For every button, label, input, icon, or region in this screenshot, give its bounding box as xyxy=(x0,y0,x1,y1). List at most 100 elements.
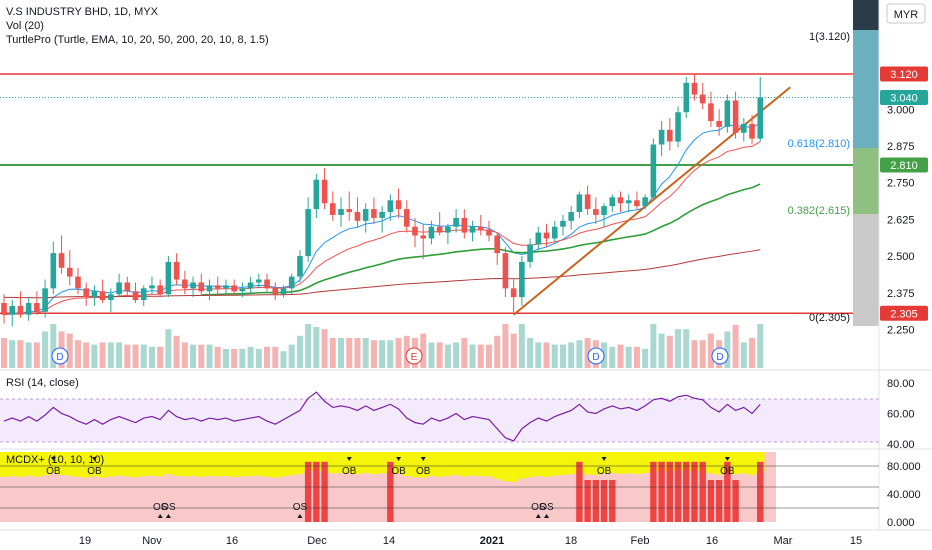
candle-body xyxy=(132,291,139,301)
volume-bar xyxy=(321,329,328,368)
mcdx-yellow-bar xyxy=(542,452,551,477)
mcdx-red-bar xyxy=(584,480,591,522)
time-tick-label: 15 xyxy=(850,535,862,547)
mcdx-yellow-bar xyxy=(534,452,543,477)
mcdx-yellow-bar xyxy=(188,452,198,477)
mcdx-red-bar xyxy=(707,480,715,522)
candle-body xyxy=(543,232,550,239)
candle-body xyxy=(675,112,681,142)
volume-bar xyxy=(732,324,739,368)
candle-body xyxy=(157,285,163,295)
candle-body xyxy=(708,103,714,122)
volume-bar xyxy=(124,344,131,368)
mcdx-ob-label: OB xyxy=(46,466,61,477)
mcdx-yellow-bar xyxy=(345,452,354,474)
mcdx-yellow-bar xyxy=(690,452,699,472)
candle-body xyxy=(58,253,65,268)
volume-bars xyxy=(1,324,764,368)
price-tick-label: 2.375 xyxy=(887,288,915,300)
time-tick-label: 2021 xyxy=(480,535,504,547)
candle-body xyxy=(346,209,353,213)
mcdx-yellow-bar xyxy=(312,452,321,470)
candle-body xyxy=(403,209,410,227)
volume-bar xyxy=(148,346,155,368)
volume-bar xyxy=(222,349,229,368)
mcdx-red-bar xyxy=(600,480,608,522)
mcdx-red-bar xyxy=(658,461,665,522)
mcdx-yellow-bar xyxy=(558,452,568,475)
candle-body xyxy=(699,94,706,104)
volume-bar xyxy=(469,344,476,368)
time-axis: 19 Nov 16 Dec 14 2021 18 Feb 16 Mar 15 xyxy=(79,535,862,547)
chart-title: V.S INDUSTRY BHD, 1D, MYX xyxy=(6,6,159,18)
mcdx-red-bar xyxy=(321,461,328,522)
mcdx-yellow-bar xyxy=(40,452,50,476)
candle-body xyxy=(428,226,435,239)
mcdx-yellow-bar xyxy=(49,452,58,474)
currency-button[interactable]: MYR xyxy=(886,3,926,24)
price-tick-label: 2.875 xyxy=(887,141,915,153)
candle-body xyxy=(305,209,311,257)
candle-body xyxy=(519,261,525,298)
candle-body xyxy=(609,197,616,207)
mcdx-yellow-bar xyxy=(353,452,362,475)
volume-bar xyxy=(255,349,262,368)
svg-text:3.120: 3.120 xyxy=(890,69,918,81)
dividend-marker[interactable]: D xyxy=(711,347,729,365)
volume-bar xyxy=(642,349,649,368)
candle-body xyxy=(34,303,40,312)
volume-bar xyxy=(559,344,566,368)
mcdx-yellow-bar xyxy=(747,452,757,475)
candle-body xyxy=(412,226,418,236)
candle-body xyxy=(683,82,690,113)
candle-body xyxy=(247,282,254,289)
candle-body xyxy=(75,276,81,289)
candle-body xyxy=(601,206,607,215)
mcdx-yellow-bar xyxy=(640,452,650,473)
candle-body xyxy=(50,253,57,289)
dividend-marker[interactable]: D xyxy=(587,347,605,365)
mcdx-yellow-bar xyxy=(123,452,132,477)
candle-body xyxy=(568,212,574,221)
mcdx-os-label: OS xyxy=(531,502,546,513)
mcdx-yellow-bar xyxy=(394,452,403,474)
candle-body xyxy=(420,235,427,239)
mcdx-ob-label: OB xyxy=(597,466,612,477)
candle-body xyxy=(338,209,344,215)
volume-bar xyxy=(17,340,24,368)
candle-body xyxy=(445,226,451,233)
price-tick-label: 3.000 xyxy=(887,104,915,116)
mcdx-red-bar xyxy=(387,461,394,522)
volume-bar xyxy=(683,329,690,368)
volume-bar xyxy=(66,333,73,368)
svg-text:D: D xyxy=(56,352,63,363)
mcdx-yellow-bar xyxy=(657,452,666,472)
candle-body xyxy=(108,294,114,301)
volume-bar xyxy=(25,342,32,368)
mcdx-yellow-bar xyxy=(501,452,510,482)
volume-bar xyxy=(757,324,764,368)
volume-bar xyxy=(436,342,443,368)
mcdx-tick-label: 40.000 xyxy=(887,489,921,501)
candle-body xyxy=(395,200,402,210)
candle-body xyxy=(173,261,180,280)
earnings-marker[interactable]: E xyxy=(405,347,423,365)
mcdx-os-arrow xyxy=(535,514,541,518)
mcdx-yellow-bar xyxy=(16,452,25,477)
mcdx-ob-label: OB xyxy=(416,466,431,477)
mcdx-yellow-bar xyxy=(673,452,683,471)
mcdx-yellow-bar xyxy=(262,452,272,477)
dividend-marker[interactable]: D xyxy=(51,347,69,365)
candle-body xyxy=(535,232,542,245)
volume-bar xyxy=(527,338,534,368)
candle-body xyxy=(436,226,443,233)
mcdx-yellow-bar xyxy=(295,452,305,475)
mcdx-yellow-bar xyxy=(682,452,691,471)
volume-bar xyxy=(354,338,361,368)
candle-body xyxy=(732,100,739,133)
mcdx-yellow-bar xyxy=(493,452,502,479)
volume-bar xyxy=(190,344,197,368)
mcdx-red-bar xyxy=(666,461,674,522)
candle-body xyxy=(297,256,303,277)
